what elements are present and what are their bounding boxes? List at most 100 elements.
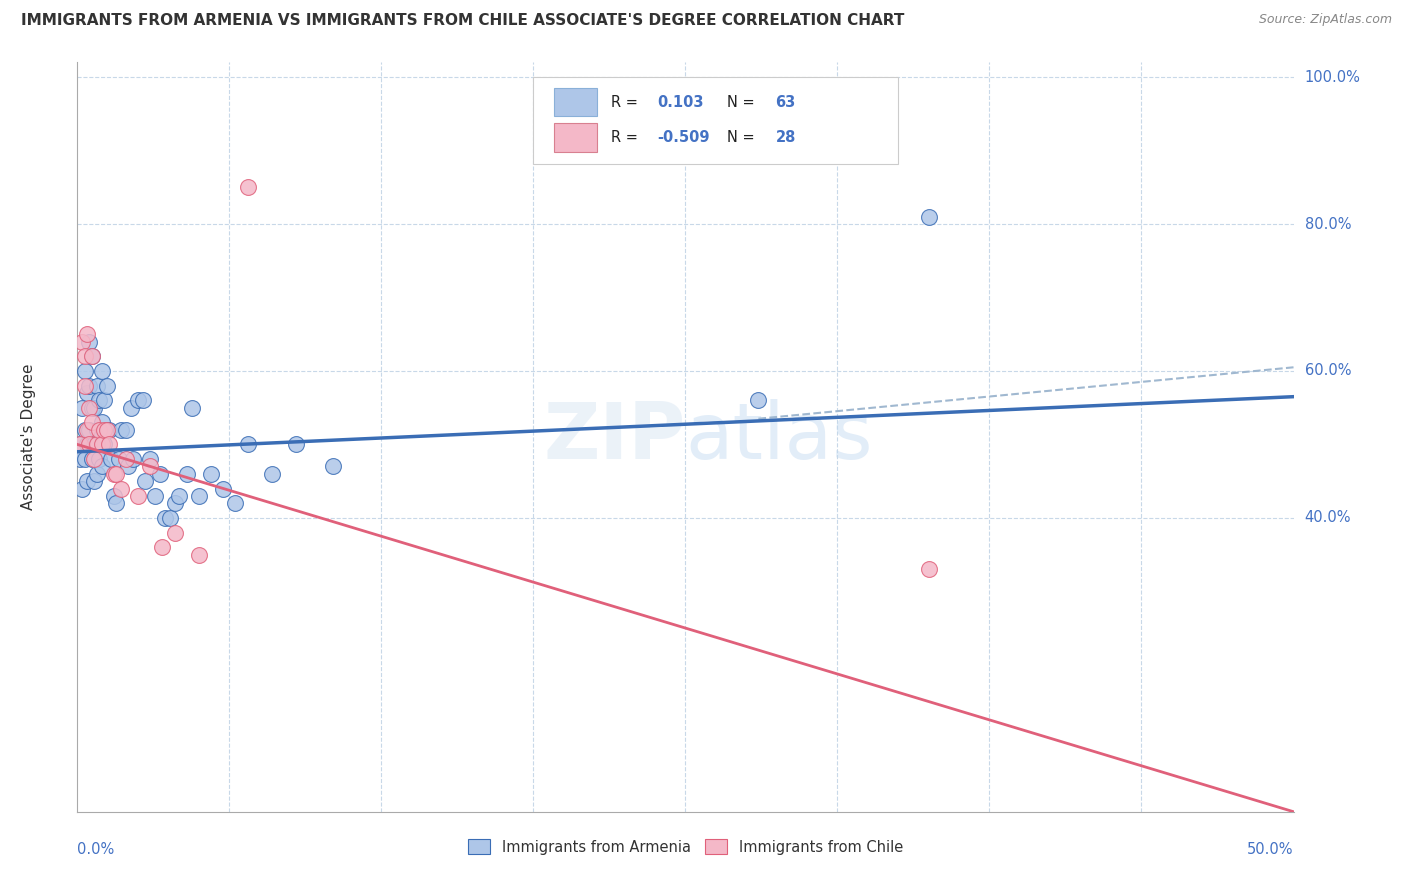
Point: [110, 423, 132, 437]
Legend: Immigrants from Armenia, Immigrants from Chile: Immigrants from Armenia, Immigrants from…: [463, 833, 908, 861]
Point: [80, 401, 103, 415]
Text: 0.0%: 0.0%: [77, 842, 114, 857]
Point: [90, 416, 112, 430]
Point: [97, 437, 120, 451]
Point: [115, 452, 138, 467]
Text: Associate's Degree: Associate's Degree: [21, 364, 37, 510]
Point: [169, 489, 191, 503]
Text: 80.0%: 80.0%: [1305, 217, 1351, 232]
Point: [70, 401, 93, 415]
Point: [79, 401, 101, 415]
Text: -0.509: -0.509: [658, 130, 710, 145]
Point: [188, 489, 211, 503]
Point: [107, 452, 129, 467]
Point: [76, 474, 98, 488]
Point: [80, 452, 103, 467]
Point: [120, 401, 142, 415]
Point: [103, 489, 125, 503]
Point: [83, 452, 105, 467]
Point: [86, 423, 108, 437]
Point: [86, 437, 108, 451]
Point: [103, 467, 125, 481]
Point: [139, 459, 162, 474]
Point: [93, 393, 115, 408]
Point: [83, 474, 105, 488]
Point: [163, 496, 186, 510]
Point: [69, 437, 91, 451]
Point: [224, 496, 246, 510]
Text: IMMIGRANTS FROM ARMENIA VS IMMIGRANTS FROM CHILE ASSOCIATE'S DEGREE CORRELATION : IMMIGRANTS FROM ARMENIA VS IMMIGRANTS FR…: [21, 13, 904, 29]
Text: ZIP: ZIP: [543, 399, 686, 475]
Point: [73, 452, 96, 467]
Point: [115, 423, 138, 437]
Point: [86, 467, 108, 481]
Text: R =: R =: [612, 130, 643, 145]
Point: [93, 437, 115, 451]
Point: [76, 437, 98, 451]
Point: [105, 496, 128, 510]
Text: 63: 63: [776, 95, 796, 110]
Text: R =: R =: [612, 95, 643, 110]
Text: 50.0%: 50.0%: [1247, 842, 1294, 857]
Point: [100, 452, 122, 467]
Point: [73, 423, 96, 437]
Point: [69, 452, 91, 467]
Text: 100.0%: 100.0%: [1305, 70, 1361, 85]
FancyBboxPatch shape: [554, 123, 596, 152]
Point: [70, 334, 93, 349]
Point: [86, 378, 108, 392]
Point: [73, 378, 96, 392]
Point: [132, 393, 155, 408]
Point: [76, 327, 98, 342]
Point: [96, 378, 118, 392]
Text: 40.0%: 40.0%: [1305, 510, 1351, 525]
Point: [80, 416, 103, 430]
Point: [236, 180, 259, 194]
Point: [747, 393, 769, 408]
Point: [163, 525, 186, 540]
Point: [93, 423, 115, 437]
Text: 28: 28: [776, 130, 796, 145]
Point: [117, 459, 139, 474]
Point: [69, 437, 91, 451]
Point: [83, 401, 105, 415]
Point: [212, 482, 235, 496]
Point: [80, 349, 103, 363]
Point: [79, 437, 101, 451]
FancyBboxPatch shape: [533, 78, 898, 163]
Text: atlas: atlas: [686, 399, 873, 475]
Text: N =: N =: [727, 95, 759, 110]
Text: N =: N =: [727, 130, 759, 145]
Point: [127, 393, 149, 408]
Point: [134, 474, 156, 488]
Point: [918, 210, 941, 224]
Point: [149, 467, 172, 481]
Point: [260, 467, 283, 481]
Point: [200, 467, 222, 481]
Point: [127, 489, 149, 503]
Text: 0.103: 0.103: [658, 95, 704, 110]
Point: [70, 482, 93, 496]
Point: [76, 423, 98, 437]
Point: [76, 386, 98, 401]
Point: [97, 423, 120, 437]
Point: [159, 511, 181, 525]
Point: [152, 541, 174, 555]
Text: Source: ZipAtlas.com: Source: ZipAtlas.com: [1258, 13, 1392, 27]
Point: [110, 482, 132, 496]
Point: [89, 423, 111, 437]
Point: [236, 437, 259, 451]
Point: [89, 393, 111, 408]
Text: 60.0%: 60.0%: [1305, 363, 1351, 378]
Point: [105, 467, 128, 481]
Point: [176, 467, 198, 481]
Point: [90, 437, 112, 451]
Point: [96, 423, 118, 437]
Point: [122, 452, 145, 467]
Point: [80, 349, 103, 363]
Point: [188, 548, 211, 562]
FancyBboxPatch shape: [554, 88, 596, 116]
Point: [139, 452, 162, 467]
Point: [96, 423, 118, 437]
Point: [89, 452, 111, 467]
